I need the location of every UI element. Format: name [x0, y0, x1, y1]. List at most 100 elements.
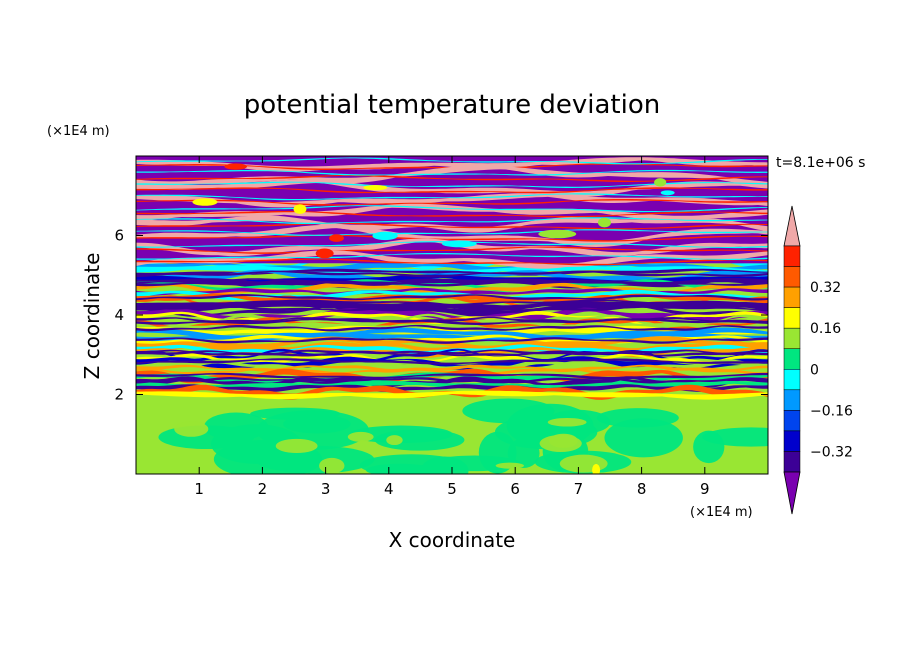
- field-filament: [538, 229, 577, 239]
- field-filament: [363, 185, 388, 191]
- field-filament: [224, 163, 247, 170]
- field-cell: [386, 435, 403, 446]
- x-tick-label: 3: [321, 480, 331, 498]
- field-band: [136, 350, 768, 357]
- field-filament: [441, 240, 477, 248]
- field-band: [136, 175, 768, 182]
- colorbar: 0.32 0.16 0 −0.16 −0.32: [783, 205, 853, 515]
- field-band: [136, 372, 768, 379]
- field-band: [136, 301, 768, 309]
- field-band: [136, 215, 768, 233]
- colorbar-tick-label: −0.32: [810, 444, 853, 460]
- field-band: [136, 316, 768, 323]
- field-band: [136, 377, 768, 384]
- field-cell: [549, 433, 578, 448]
- y-tick-label: 2: [114, 386, 124, 404]
- colorbar-box: [783, 286, 801, 308]
- field-lower-cells: [158, 398, 768, 474]
- field-band: [136, 265, 768, 276]
- field-cell: [693, 430, 725, 464]
- field-filament: [654, 178, 667, 187]
- field-band: [136, 246, 768, 254]
- field-band: [136, 278, 768, 285]
- colorbar-box: [783, 245, 801, 267]
- x-tick-label: 7: [574, 480, 584, 498]
- field-cell: [604, 418, 683, 458]
- field-cell: [420, 456, 469, 474]
- field-band: [136, 353, 768, 365]
- field-band: [136, 318, 768, 325]
- field-band: [136, 287, 768, 296]
- x-tick-label: 2: [258, 480, 268, 498]
- colorbar-box: [783, 389, 801, 411]
- x-axis: 1 2 3 4 5 6 7 8 9: [194, 156, 710, 498]
- field-band: [136, 359, 768, 373]
- field-band: [136, 268, 768, 276]
- chart-title: potential temperature deviation: [244, 90, 660, 120]
- field-filament: [192, 198, 218, 206]
- field-band: [136, 234, 768, 242]
- field-cell: [547, 417, 587, 427]
- field-filament: [315, 248, 334, 259]
- field-band: [136, 187, 768, 194]
- field-cell: [174, 421, 209, 437]
- colorbar-box: [783, 430, 801, 452]
- field-band: [136, 324, 768, 332]
- field-band: [136, 368, 768, 384]
- colorbar-box: [783, 369, 801, 391]
- x-unit-label: (×1E4 m): [690, 505, 753, 520]
- colorbar-box: [783, 266, 801, 288]
- colorbar-box: [783, 451, 801, 473]
- field-band: [136, 205, 768, 213]
- field-filament: [660, 190, 675, 196]
- colorbar-extend-min: [783, 471, 801, 515]
- x-tick-label: 8: [637, 480, 647, 498]
- colorbar-box: [783, 348, 801, 370]
- colorbar-tick-label: −0.16: [810, 403, 853, 419]
- y-axis-label: Z coordinate: [80, 253, 104, 380]
- field-cell: [275, 438, 318, 454]
- colorbar-box: [783, 410, 801, 432]
- time-label: t=8.1e+06 s: [776, 155, 865, 171]
- field-filament: [293, 204, 307, 214]
- field-band: [136, 364, 768, 373]
- field-band: [136, 337, 768, 344]
- field-filament: [329, 234, 344, 242]
- field-filament: [372, 231, 398, 241]
- field-band: [136, 165, 768, 188]
- field-band: [136, 253, 768, 260]
- field-band: [136, 282, 768, 296]
- field-band: [136, 305, 768, 312]
- x-tick-label: 4: [384, 480, 394, 498]
- field-band: [136, 179, 768, 197]
- field-band: [136, 279, 768, 292]
- field-cell: [210, 424, 302, 464]
- x-tick-label: 6: [510, 480, 520, 498]
- field-band: [136, 390, 768, 400]
- field-cell: [283, 414, 351, 434]
- field-filament: [597, 217, 612, 228]
- colorbar-extend-max: [783, 205, 801, 247]
- field-band: [136, 294, 768, 301]
- field-band: [136, 358, 768, 365]
- field-band: [136, 349, 768, 356]
- colorbar-tick-label: 0.16: [810, 321, 841, 337]
- field-band: [136, 238, 768, 257]
- colorbar-tick-label: 0.32: [810, 280, 841, 296]
- plot-area: [136, 156, 768, 474]
- y-tick-label: 4: [114, 306, 124, 324]
- field-cell: [347, 431, 374, 442]
- y-tick-label: 6: [114, 227, 124, 245]
- field-band: [136, 250, 768, 269]
- colorbar-box: [783, 327, 801, 349]
- field-band: [136, 222, 768, 230]
- field-cell: [374, 429, 465, 451]
- y-unit-label: (×1E4 m): [47, 124, 110, 139]
- field-cell: [319, 457, 345, 474]
- field-cell: [495, 462, 525, 469]
- field-band: [136, 384, 768, 393]
- field-band: [136, 181, 768, 188]
- colorbar-tick-label: 0: [810, 362, 819, 378]
- field-band: [136, 211, 768, 218]
